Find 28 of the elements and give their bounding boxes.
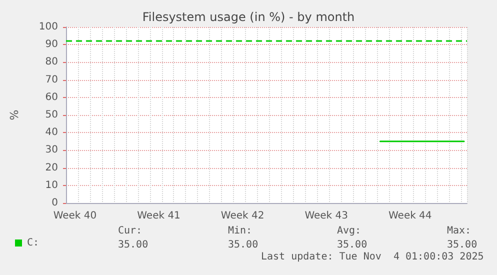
text: 35.00 [228,240,258,250]
y-tick-label: 20 [45,162,58,174]
x-tick-label: Week 42 [220,210,264,222]
y-tick-label: 0 [52,198,58,208]
legend-label: C: [27,238,40,248]
y-tick-label: 10 [45,180,58,191]
x-tick-label: Week 40 [53,210,97,222]
y-tick-label: 40 [45,127,58,138]
y-tick-label: 100 [38,22,58,32]
text: Min: [228,226,252,236]
y-tick-label: 60 [45,92,58,103]
text: 35.00 [447,240,478,250]
text: 35.00 [337,240,368,250]
x-tick-label: Week 44 [388,210,432,222]
text: 35.00 [118,240,148,250]
text: Max: [447,226,472,236]
y-axis-title: % [8,110,21,120]
y-tick-label: 70 [45,74,58,86]
y-tick-label: 50 [45,110,58,120]
text: Last update: Tue Nov 4 01:00:03 2025 [261,252,484,262]
y-tick-label: 30 [45,144,58,156]
y-tick-label: 90 [45,39,58,50]
text: Cur: [118,226,142,236]
y-tick-label: 80 [45,56,58,68]
x-tick-label: Week 43 [304,210,348,222]
x-tick-label: Week 41 [137,210,180,222]
chart-title: Filesystem usage (in %) - by month [142,10,355,24]
text: Avg: [337,226,362,236]
